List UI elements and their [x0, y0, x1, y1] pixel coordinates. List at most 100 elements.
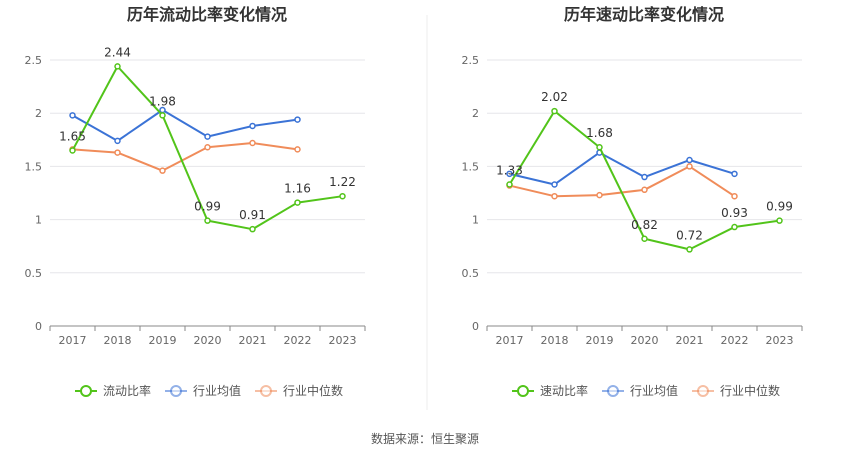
data-point-industry_avg[interactable]	[69, 112, 76, 119]
data-point-company[interactable]	[339, 192, 346, 200]
series-line-industry_avg	[509, 151, 735, 186]
legend-swatch-marker	[697, 385, 709, 397]
x-tick-label: 2021	[239, 334, 267, 347]
x-tick-label: 2017	[496, 334, 524, 347]
legend-item-industry_avg[interactable]: 行业均值	[165, 383, 241, 398]
x-tick-label: 2020	[194, 334, 222, 347]
data-point-company[interactable]	[506, 181, 513, 188]
data-point-company[interactable]	[159, 112, 166, 119]
data-label: 2.02	[541, 90, 568, 104]
data-label: 1.33	[496, 163, 523, 177]
data-point-industry_avg[interactable]	[506, 170, 513, 178]
data-point-company[interactable]	[641, 235, 648, 243]
data-label: 0.72	[676, 228, 703, 242]
data-point-company[interactable]	[69, 147, 76, 154]
y-tick-label: 0	[35, 320, 42, 333]
legend-item-industry_median[interactable]: 行业中位数	[255, 383, 343, 398]
data-point-industry_median[interactable]	[294, 146, 301, 153]
legend-swatch-marker	[607, 385, 619, 397]
x-tick-label: 2023	[766, 334, 794, 347]
data-label: 0.82	[631, 218, 658, 232]
legend-swatch-marker	[80, 385, 92, 397]
data-point-company[interactable]	[249, 225, 256, 233]
y-tick-label: 0.5	[25, 267, 43, 280]
x-tick-label: 2022	[721, 334, 749, 347]
data-label: 0.99	[766, 200, 793, 214]
y-tick-label: 2	[472, 107, 479, 120]
source-note: 数据来源：恒生聚源	[371, 431, 479, 446]
y-tick-label: 2.5	[25, 54, 43, 67]
legend-item-industry_avg[interactable]: 行业均值	[602, 383, 678, 398]
legend-label: 速动比率	[540, 383, 588, 398]
y-tick-label: 1	[35, 214, 42, 227]
x-tick-label: 2018	[541, 334, 569, 347]
legend-item-company[interactable]: 速动比率	[512, 383, 588, 398]
data-point-industry_median[interactable]	[551, 192, 558, 200]
x-tick-label: 2021	[676, 334, 704, 347]
chart-title: 历年流动比率变化情况	[127, 5, 287, 24]
x-tick-label: 2020	[631, 334, 659, 347]
y-tick-label: 0	[472, 320, 479, 333]
data-point-company[interactable]	[114, 63, 121, 70]
y-tick-label: 0.5	[462, 267, 480, 280]
legend-label: 行业中位数	[720, 383, 780, 398]
series-line-industry_avg	[72, 109, 298, 142]
chart-panel-1: 历年流动比率变化情况 0 0.5 1 1.5 2 2.5 2017 2018 2019 2020 20…	[25, 5, 366, 398]
data-point-industry_avg[interactable]	[114, 137, 121, 145]
legend-swatch-marker	[260, 385, 272, 397]
data-label: 0.91	[239, 208, 266, 222]
legend-swatch-marker	[170, 385, 182, 397]
x-tick-label: 2022	[284, 334, 312, 347]
data-label: 1.16	[284, 182, 311, 196]
x-tick-label: 2023	[329, 334, 357, 347]
data-point-industry_median[interactable]	[159, 167, 166, 174]
legend-item-industry_median[interactable]: 行业中位数	[692, 383, 780, 398]
data-point-company[interactable]	[551, 107, 558, 115]
legend-swatch-marker	[517, 385, 529, 397]
data-label: 1.98	[149, 94, 176, 108]
x-tick-label: 2017	[59, 334, 87, 347]
x-tick-label: 2019	[586, 334, 614, 347]
data-point-industry_avg[interactable]	[249, 122, 256, 130]
y-tick-label: 1.5	[25, 160, 43, 173]
legend-label: 行业均值	[193, 383, 241, 398]
chart-title: 历年速动比率变化情况	[564, 5, 724, 24]
data-label: 1.65	[59, 129, 86, 143]
legend-item-company[interactable]: 流动比率	[75, 383, 151, 398]
data-point-industry_avg[interactable]	[204, 133, 211, 140]
data-point-industry_median[interactable]	[204, 143, 211, 151]
data-point-industry_avg[interactable]	[686, 156, 693, 164]
data-point-industry_median[interactable]	[114, 149, 121, 156]
data-label: 2.44	[104, 45, 131, 59]
data-point-industry_median[interactable]	[686, 163, 693, 170]
y-tick-label: 2	[35, 107, 42, 120]
data-point-industry_median[interactable]	[641, 186, 648, 194]
y-tick-label: 1	[472, 214, 479, 227]
data-point-industry_avg[interactable]	[551, 181, 558, 188]
legend-label: 流动比率	[103, 383, 151, 398]
x-tick-label: 2018	[104, 334, 132, 347]
data-point-industry_median[interactable]	[731, 192, 738, 200]
data-point-company[interactable]	[596, 143, 603, 151]
data-point-industry_median[interactable]	[596, 191, 603, 199]
data-point-company[interactable]	[776, 217, 783, 224]
data-point-industry_avg[interactable]	[641, 173, 648, 181]
data-point-industry_avg[interactable]	[294, 116, 301, 123]
data-point-company[interactable]	[294, 199, 301, 206]
data-label: 1.22	[329, 175, 356, 189]
data-point-company[interactable]	[686, 246, 693, 253]
chart-panel-2: 历年速动比率变化情况 0 0.5 1 1.5 2 2.5 2017 2018 2019 2020 20…	[462, 5, 803, 398]
legend-label: 行业中位数	[283, 383, 343, 398]
data-label: 1.68	[586, 126, 613, 140]
y-tick-label: 2.5	[462, 54, 480, 67]
data-point-industry_median[interactable]	[249, 139, 256, 147]
data-point-company[interactable]	[204, 217, 211, 224]
y-tick-label: 1.5	[462, 160, 480, 173]
data-label: 0.99	[194, 200, 221, 214]
data-point-company[interactable]	[731, 223, 738, 231]
series-line-industry_median	[72, 141, 298, 172]
legend-label: 行业均值	[630, 383, 678, 398]
x-tick-label: 2019	[149, 334, 177, 347]
data-point-industry_avg[interactable]	[731, 170, 738, 178]
